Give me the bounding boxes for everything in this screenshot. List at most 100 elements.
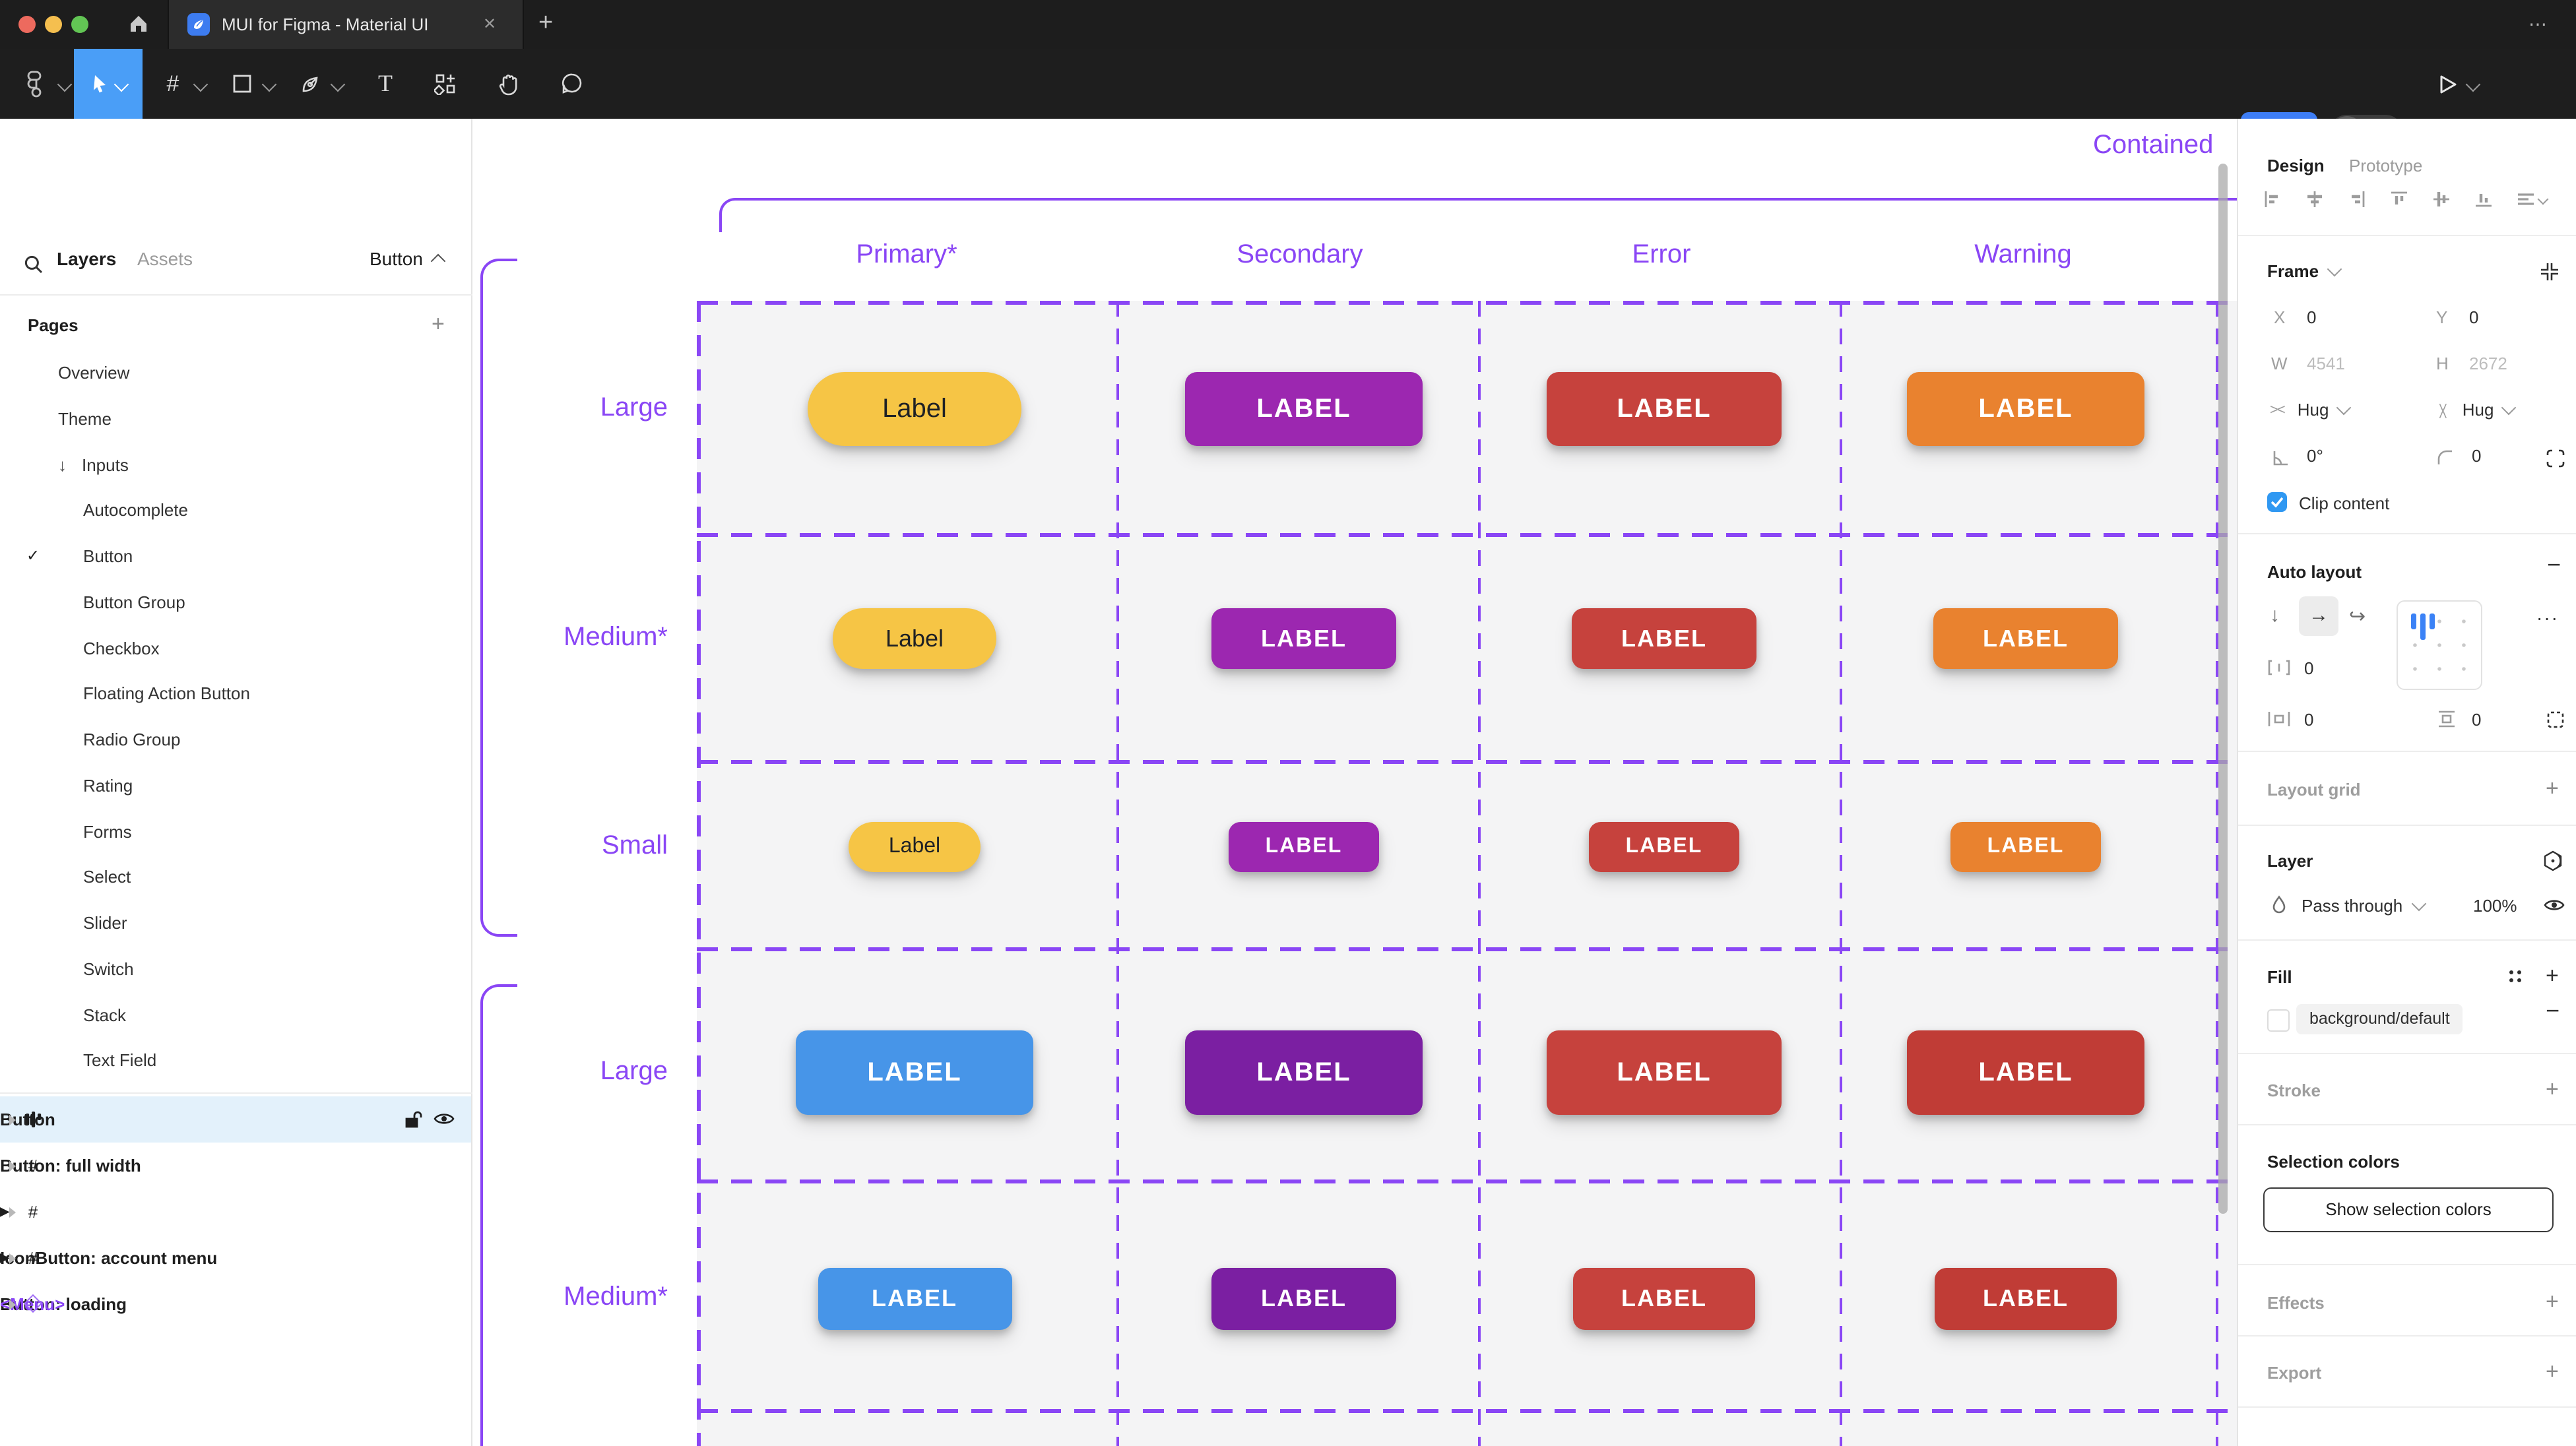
sidebar-page-checkbox[interactable]: Checkbox bbox=[0, 625, 471, 671]
expand-chevron-icon[interactable] bbox=[9, 1114, 16, 1125]
page-name[interactable]: Slider bbox=[83, 913, 127, 933]
blend-mode-icon[interactable] bbox=[2542, 850, 2564, 872]
collapse-panel-icon[interactable] bbox=[2539, 261, 2560, 282]
page-name[interactable]: Select bbox=[83, 867, 131, 887]
page-name[interactable]: Overview bbox=[58, 363, 130, 383]
mui-button-secondary-small[interactable]: LABEL bbox=[1229, 822, 1379, 872]
page-name[interactable]: Theme bbox=[58, 408, 112, 429]
mui-button-secondary-dark-medium[interactable]: LABEL bbox=[1211, 1267, 1396, 1329]
frame-tool-chevron-icon[interactable] bbox=[193, 49, 209, 119]
mui-button-error-medium[interactable]: LABEL bbox=[1572, 608, 1756, 669]
expand-chevron-icon[interactable] bbox=[9, 1207, 16, 1217]
tab-close-icon[interactable]: ✕ bbox=[483, 15, 497, 33]
x-value[interactable]: 0 bbox=[2307, 307, 2317, 327]
mui-button-error-dark-medium[interactable]: LABEL bbox=[1935, 1267, 2117, 1329]
text-tool-icon[interactable]: T bbox=[378, 70, 393, 96]
sidebar-page-forms[interactable]: Forms bbox=[0, 808, 471, 854]
page-name[interactable]: Button Group bbox=[83, 592, 185, 612]
visibility-eye-icon[interactable] bbox=[433, 1109, 455, 1127]
align-vertical-center-icon[interactable] bbox=[2431, 189, 2452, 210]
window-minimize-button[interactable] bbox=[45, 16, 62, 33]
sidebar-page-switch[interactable]: Switch bbox=[0, 946, 471, 992]
y-value[interactable]: 0 bbox=[2469, 307, 2479, 327]
expand-chevron-icon[interactable] bbox=[9, 1160, 16, 1171]
show-selection-colors-button[interactable]: Show selection colors bbox=[2263, 1187, 2554, 1232]
home-icon[interactable] bbox=[127, 12, 150, 36]
align-horizontal-center-icon[interactable] bbox=[2304, 189, 2325, 210]
unlock-icon[interactable] bbox=[404, 1109, 422, 1129]
distribute-icon[interactable] bbox=[2515, 189, 2549, 210]
remove-fill-button[interactable]: − bbox=[2546, 997, 2560, 1024]
h-value[interactable]: 2672 bbox=[2469, 354, 2507, 373]
w-value[interactable]: 4541 bbox=[2307, 354, 2345, 373]
fill-style-chip[interactable]: background/default bbox=[2296, 1004, 2463, 1034]
fill-color-swatch[interactable] bbox=[2267, 1009, 2290, 1032]
align-left-icon[interactable] bbox=[2262, 189, 2283, 210]
sidebar-page-autocomplete[interactable]: Autocomplete bbox=[0, 487, 471, 534]
pen-tool-icon[interactable] bbox=[293, 49, 327, 119]
layer-name[interactable]: IconButton: account menu bbox=[0, 1247, 218, 1267]
page-name[interactable]: Checkbox bbox=[83, 638, 160, 658]
mui-button-secondary-dark-large[interactable]: LABEL bbox=[1185, 1030, 1423, 1115]
collapse-arrow-icon[interactable]: ↓ bbox=[58, 455, 67, 474]
page-name[interactable]: Forms bbox=[83, 821, 132, 841]
mui-button-secondary-medium[interactable]: LABEL bbox=[1211, 608, 1396, 669]
mui-button-custom-primary-medium[interactable]: Label bbox=[833, 608, 996, 669]
clip-content-checkbox[interactable] bbox=[2267, 492, 2287, 512]
add-stroke-button[interactable]: + bbox=[2546, 1077, 2559, 1102]
page-name[interactable]: Floating Action Button bbox=[83, 683, 250, 704]
corner-radius-value[interactable]: 0 bbox=[2472, 446, 2482, 466]
add-fill-button[interactable]: + bbox=[2546, 963, 2559, 988]
mui-button-warning-small[interactable]: LABEL bbox=[1950, 822, 2101, 872]
auto-layout-vertical-icon[interactable]: ↓ bbox=[2270, 604, 2280, 627]
shape-tool-chevron-icon[interactable] bbox=[261, 49, 277, 119]
layer-visibility-eye-icon[interactable] bbox=[2543, 896, 2565, 914]
sidebar-page-theme[interactable]: Theme bbox=[0, 396, 471, 442]
expand-chevron-icon[interactable] bbox=[9, 1253, 16, 1263]
layer-name[interactable]: Button: loading bbox=[0, 1294, 127, 1313]
vertical-resizing-control[interactable]: >< Hug bbox=[2434, 399, 2516, 420]
main-menu-chevron-icon[interactable] bbox=[57, 49, 73, 119]
tab-prototype[interactable]: Prototype bbox=[2349, 156, 2423, 175]
layer-name[interactable]: Button: full width bbox=[0, 1155, 141, 1175]
horizontal-padding-value[interactable]: 0 bbox=[2304, 710, 2314, 730]
vertical-padding-value[interactable]: 0 bbox=[2472, 710, 2482, 730]
clip-content-label[interactable]: Clip content bbox=[2299, 493, 2390, 513]
auto-layout-horizontal-icon-selected[interactable]: → bbox=[2299, 596, 2338, 636]
page-selector[interactable]: Button bbox=[370, 248, 447, 269]
canvas-viewport[interactable]: Contained Primary* Secondary Error Warning … bbox=[472, 119, 2237, 1446]
fill-styles-icon[interactable] bbox=[2507, 968, 2523, 984]
present-chevron-icon[interactable] bbox=[2465, 49, 2481, 119]
page-name[interactable]: Text Field bbox=[83, 1050, 157, 1071]
sidebar-page-button[interactable]: ✓ Button bbox=[0, 533, 471, 579]
page-name[interactable]: Rating bbox=[83, 775, 133, 796]
mui-button-primary-blue-medium[interactable]: LABEL bbox=[818, 1267, 1012, 1329]
mui-button-custom-primary-large[interactable]: Label bbox=[808, 372, 1021, 446]
frame-section-header[interactable]: Frame bbox=[2267, 261, 2342, 281]
canvas-scrollbar[interactable] bbox=[2218, 164, 2228, 1214]
window-zoom-button[interactable] bbox=[71, 16, 88, 33]
sidebar-page-radio-group[interactable]: Radio Group bbox=[0, 716, 471, 763]
layer-row-iconbutton-account-menu[interactable]: # ▶ IconButton: account menu bbox=[0, 1188, 471, 1267]
mui-button-warning-large[interactable]: LABEL bbox=[1907, 372, 2144, 446]
item-spacing-value[interactable]: 0 bbox=[2304, 658, 2314, 678]
page-name[interactable]: Stack bbox=[83, 1005, 127, 1024]
add-page-button[interactable]: + bbox=[432, 311, 445, 336]
shape-tool-icon[interactable] bbox=[224, 49, 259, 119]
sidebar-page-text-field[interactable]: Text Field bbox=[0, 1038, 471, 1084]
layer-row-button[interactable]: Button bbox=[0, 1096, 471, 1142]
layer-row-button-full-width[interactable]: # Button: full width bbox=[0, 1142, 471, 1188]
add-layout-grid-button[interactable]: + bbox=[2546, 776, 2559, 801]
pen-tool-chevron-icon[interactable] bbox=[330, 49, 346, 119]
main-menu-figma-logo-icon[interactable] bbox=[16, 49, 55, 119]
sidebar-page-inputs[interactable]: ↓ Inputs bbox=[0, 441, 471, 487]
present-play-icon[interactable] bbox=[2433, 49, 2463, 119]
page-name[interactable]: Autocomplete bbox=[83, 500, 188, 520]
tab-layers[interactable]: Layers bbox=[57, 248, 117, 269]
sidebar-page-overview[interactable]: Overview bbox=[0, 350, 471, 396]
mui-button-custom-primary-small[interactable]: Label bbox=[849, 822, 981, 872]
layer-row--menu-[interactable]: <Menu> bbox=[0, 1280, 471, 1327]
layer-name[interactable]: <Menu> bbox=[0, 1294, 65, 1313]
layer-name[interactable]: Button bbox=[0, 1096, 471, 1142]
auto-layout-wrap-icon[interactable]: ↩ bbox=[2349, 606, 2366, 628]
